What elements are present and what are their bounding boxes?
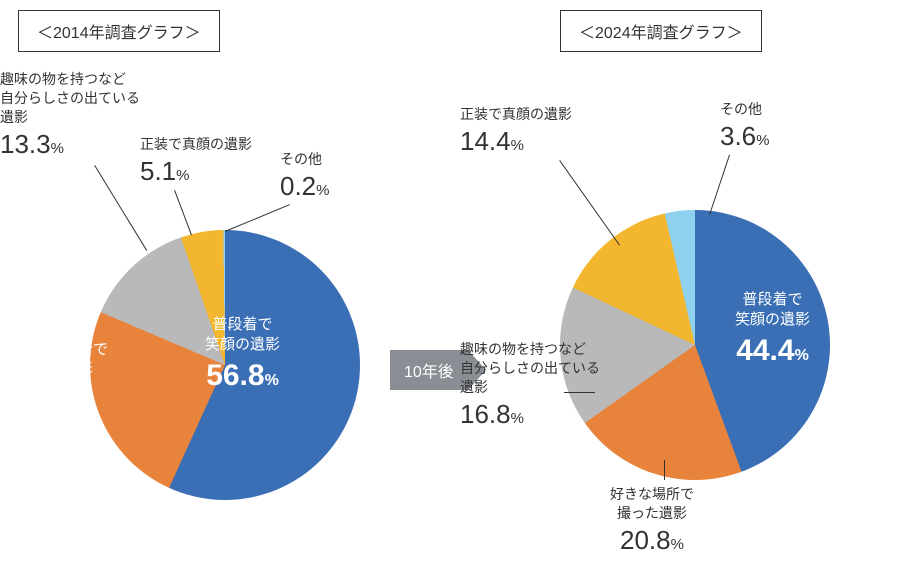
label-name: その他 bbox=[280, 150, 330, 169]
label-name: 趣味の物を持つなど自分らしさの出ている遺影 bbox=[0, 70, 140, 127]
label-right-grey: 趣味の物を持つなど自分らしさの出ている遺影16.8% bbox=[460, 340, 600, 432]
label-name: 正装で真顔の遺影 bbox=[460, 105, 572, 124]
title-2024: ＜2024年調査グラフ＞ bbox=[560, 10, 762, 52]
leader-right-grey bbox=[564, 392, 595, 393]
label-right-yellow: 正装で真顔の遺影14.4% bbox=[460, 105, 572, 159]
label-percent: 24.6% bbox=[18, 381, 108, 422]
label-percent: 20.8% bbox=[610, 523, 694, 558]
leader-left-lblue bbox=[225, 204, 290, 232]
label-right-lblue: その他3.6% bbox=[720, 100, 770, 154]
label-percent: 0.2% bbox=[280, 169, 330, 204]
label-percent: 16.8% bbox=[460, 397, 600, 432]
label-name: 好きな場所で撮った遺影 bbox=[18, 340, 108, 381]
label-left-blue: 普段着で笑顔の遺影56.8% bbox=[205, 315, 280, 396]
label-percent: 56.8% bbox=[205, 356, 280, 397]
label-name: 普段着で笑顔の遺影 bbox=[735, 290, 810, 331]
leader-right-lblue bbox=[709, 155, 730, 215]
label-percent: 13.3% bbox=[0, 127, 140, 162]
label-name: 普段着で笑顔の遺影 bbox=[205, 315, 280, 356]
label-right-blue: 普段着で笑顔の遺影44.4% bbox=[735, 290, 810, 371]
label-percent: 14.4% bbox=[460, 124, 572, 159]
label-left-grey: 趣味の物を持つなど自分らしさの出ている遺影13.3% bbox=[0, 70, 140, 162]
label-left-orange: 好きな場所で撮った遺影24.6% bbox=[18, 340, 108, 421]
label-name: その他 bbox=[720, 100, 770, 119]
label-percent: 44.4% bbox=[735, 331, 810, 372]
title-2014: ＜2014年調査グラフ＞ bbox=[18, 10, 220, 52]
arrow-10-years: 10年後 bbox=[390, 350, 468, 390]
label-percent: 3.6% bbox=[720, 119, 770, 154]
label-name: 正装で真顔の遺影 bbox=[140, 135, 252, 154]
label-left-lblue: その他0.2% bbox=[280, 150, 330, 204]
leader-right-orange bbox=[664, 460, 665, 480]
label-name: 趣味の物を持つなど自分らしさの出ている遺影 bbox=[460, 340, 600, 397]
label-left-yellow: 正装で真顔の遺影5.1% bbox=[140, 135, 252, 189]
label-right-orange: 好きな場所で撮った遺影20.8% bbox=[610, 485, 694, 558]
label-name: 好きな場所で撮った遺影 bbox=[610, 485, 694, 523]
label-percent: 5.1% bbox=[140, 154, 252, 189]
leader-left-yellow bbox=[174, 190, 192, 235]
